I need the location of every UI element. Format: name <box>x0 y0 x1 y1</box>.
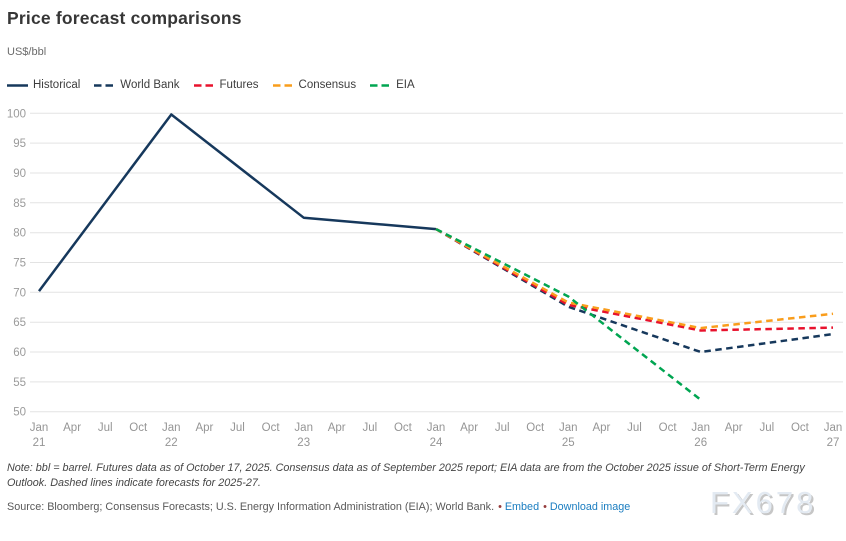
y-axis-unit-label: US$/bbl <box>7 46 47 58</box>
series-line-historical <box>37 113 437 292</box>
y-tick-label-60: 60 <box>13 347 26 359</box>
chart-legend: Historical World Bank Futures Consensus EIA <box>7 79 429 91</box>
y-tick-label-85: 85 <box>13 198 26 210</box>
legend-marker-historical-icon <box>7 83 28 87</box>
chart-note: Note: bbl = barrel. Futures data as of O… <box>7 462 805 489</box>
legend-label: Historical <box>33 79 81 91</box>
legend-marker-world-bank-icon <box>94 83 116 87</box>
y-tick-label-65: 65 <box>13 317 26 329</box>
x-tick-month-0: Jan <box>30 422 49 434</box>
x-tick-month-5: Apr <box>195 422 213 434</box>
x-tick-month-14: Jul <box>495 422 510 434</box>
page-title: Price forecast comparisons <box>7 8 242 28</box>
legend-item-futures[interactable]: Futures <box>193 79 259 91</box>
download-image-link[interactable]: Download image <box>549 501 631 513</box>
y-tick-label-90: 90 <box>13 168 26 180</box>
x-tick-month-1: Apr <box>63 422 81 434</box>
x-tick-year-16: 25 <box>562 437 575 449</box>
series-line-eia <box>435 227 702 401</box>
x-tick-month-20: Jan <box>691 422 710 434</box>
x-tick-month-11: Oct <box>394 422 413 434</box>
legend-label: EIA <box>396 79 415 91</box>
legend-label: Consensus <box>298 79 357 91</box>
x-tick-month-24: Jan <box>824 422 843 434</box>
y-tick-label-50: 50 <box>13 407 26 419</box>
x-tick-month-2: Jul <box>98 422 113 434</box>
series-line-world-bank <box>435 228 834 354</box>
chart-canvas: 50 55 60 65 70 75 80 85 90 95 100 Jan 21 Apr Jul Oct Jan… <box>7 108 843 449</box>
legend-marker-futures-icon <box>193 83 215 87</box>
legend-item-consensus[interactable]: Consensus <box>272 79 357 91</box>
x-tick-month-17: Apr <box>592 422 610 434</box>
series-line-futures <box>435 228 834 332</box>
x-tick-month-16: Jan <box>559 422 578 434</box>
x-tick-month-9: Apr <box>328 422 346 434</box>
bullet-separator: • <box>543 501 547 513</box>
y-tick-label-95: 95 <box>13 138 26 150</box>
x-tick-year-0: 21 <box>33 437 46 449</box>
x-tick-month-6: Jul <box>230 422 245 434</box>
legend-marker-eia-icon <box>370 83 392 87</box>
embed-link[interactable]: Embed <box>504 501 540 513</box>
source-text: Source: Bloomberg; Consensus Forecasts; … <box>7 501 495 513</box>
x-tick-year-12: 24 <box>430 437 443 449</box>
x-tick-month-22: Jul <box>759 422 774 434</box>
x-tick-month-23: Oct <box>791 422 810 434</box>
legend-item-eia[interactable]: EIA <box>370 79 415 91</box>
x-tick-month-19: Oct <box>659 422 678 434</box>
x-tick-month-4: Jan <box>162 422 181 434</box>
x-tick-year-20: 26 <box>694 437 707 449</box>
source-line: Source: Bloomberg; Consensus Forecasts; … <box>7 501 707 513</box>
y-tick-label-55: 55 <box>13 377 26 389</box>
series-line-consensus <box>435 228 834 330</box>
x-tick-month-8: Jan <box>294 422 313 434</box>
x-tick-month-12: Jan <box>427 422 446 434</box>
x-tick-year-24: 27 <box>827 437 840 449</box>
y-tick-label-75: 75 <box>13 258 26 270</box>
legend-label: World Bank <box>120 79 180 91</box>
y-tick-label-80: 80 <box>13 228 26 240</box>
x-tick-month-15: Oct <box>526 422 545 434</box>
x-tick-month-7: Oct <box>262 422 281 434</box>
x-tick-month-18: Jul <box>627 422 642 434</box>
x-tick-month-21: Apr <box>725 422 743 434</box>
x-tick-year-8: 23 <box>297 437 310 449</box>
x-tick-month-10: Jul <box>362 422 377 434</box>
x-tick-year-4: 22 <box>165 437 178 449</box>
fx678-watermark: FX678 <box>710 485 817 520</box>
x-tick-month-13: Apr <box>460 422 478 434</box>
legend-item-world-bank[interactable]: World Bank <box>94 79 180 91</box>
x-tick-month-3: Oct <box>129 422 148 434</box>
legend-marker-consensus-icon <box>272 83 294 87</box>
legend-label: Futures <box>219 79 259 91</box>
y-tick-label-70: 70 <box>13 287 26 299</box>
bullet-separator: • <box>498 501 502 513</box>
legend-item-historical[interactable]: Historical <box>7 79 80 91</box>
y-tick-label-100: 100 <box>7 108 26 120</box>
